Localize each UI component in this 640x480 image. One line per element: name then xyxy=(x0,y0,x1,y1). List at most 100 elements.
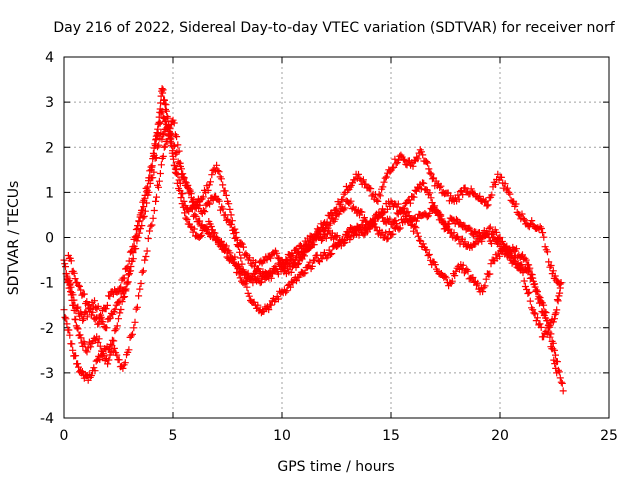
data-marker xyxy=(74,281,82,289)
data-marker xyxy=(545,328,553,336)
data-marker xyxy=(310,241,318,249)
data-marker xyxy=(177,194,185,202)
data-marker xyxy=(414,214,422,222)
data-marker xyxy=(524,290,532,297)
data-marker xyxy=(178,200,186,208)
plot-frame xyxy=(63,56,610,419)
data-marker xyxy=(332,206,339,214)
data-marker xyxy=(211,229,219,237)
data-marker xyxy=(219,181,227,189)
data-marker xyxy=(376,192,384,200)
data-point xyxy=(452,215,460,223)
data-marker xyxy=(210,165,218,173)
data-marker xyxy=(283,287,291,295)
x-axis-label: GPS time / hours xyxy=(277,459,394,475)
data-marker xyxy=(129,330,136,338)
data-point xyxy=(559,387,567,395)
data-marker xyxy=(534,314,541,322)
y-tick-label: 3 xyxy=(45,95,54,111)
data-marker xyxy=(141,207,149,215)
data-marker xyxy=(172,150,180,158)
data-marker xyxy=(506,190,514,198)
data-marker xyxy=(240,243,247,251)
data-marker xyxy=(484,201,492,209)
data-marker xyxy=(558,379,566,387)
data-marker xyxy=(496,252,503,260)
x-tick-label: 25 xyxy=(600,428,618,444)
data-marker xyxy=(426,189,434,197)
data-marker xyxy=(278,262,285,270)
data-marker xyxy=(77,286,85,294)
data-marker xyxy=(413,153,421,161)
data-marker xyxy=(442,274,450,282)
data-marker xyxy=(423,246,431,254)
data-marker xyxy=(501,180,509,188)
data-marker xyxy=(99,318,107,326)
data-marker xyxy=(216,239,224,247)
data-marker xyxy=(306,258,314,266)
data-marker xyxy=(275,255,283,263)
data-marker xyxy=(410,157,418,165)
data-marker xyxy=(161,142,169,150)
data-marker xyxy=(498,173,505,181)
data-marker xyxy=(474,279,482,287)
y-tick-label: 4 xyxy=(45,50,54,66)
data-marker xyxy=(239,267,247,275)
data-marker xyxy=(414,232,422,240)
data-marker xyxy=(131,318,139,326)
data-marker xyxy=(66,280,74,288)
data-marker xyxy=(393,203,401,211)
data-marker xyxy=(127,263,135,270)
data-marker xyxy=(115,298,123,306)
data-marker xyxy=(137,225,144,233)
data-marker xyxy=(191,203,199,211)
data-marker xyxy=(196,232,204,240)
data-marker xyxy=(373,196,381,204)
data-marker xyxy=(67,257,75,265)
data-marker xyxy=(227,220,235,228)
data-point xyxy=(537,225,545,232)
data-marker xyxy=(156,170,164,177)
data-marker xyxy=(553,306,561,314)
data-marker xyxy=(399,155,407,163)
data-marker xyxy=(207,223,215,230)
data-marker xyxy=(127,332,135,340)
data-point xyxy=(173,179,181,187)
data-marker xyxy=(481,198,488,206)
data-marker xyxy=(129,255,137,263)
data-marker xyxy=(162,117,170,125)
data-marker xyxy=(551,360,559,368)
data-marker xyxy=(138,268,146,276)
data-marker xyxy=(73,304,81,312)
data-point xyxy=(106,292,114,300)
data-marker xyxy=(119,293,127,301)
data-marker xyxy=(400,204,408,212)
data-marker xyxy=(360,231,368,239)
data-marker xyxy=(166,131,174,139)
data-marker xyxy=(112,325,120,333)
data-marker xyxy=(531,310,539,318)
data-marker xyxy=(297,254,305,262)
data-marker xyxy=(76,331,84,339)
data-point xyxy=(69,346,77,354)
data-marker xyxy=(91,367,99,375)
data-marker xyxy=(158,135,166,143)
data-point xyxy=(160,143,168,151)
data-marker xyxy=(393,220,401,228)
data-marker xyxy=(155,183,162,191)
y-tick-label: -3 xyxy=(40,366,54,382)
data-marker xyxy=(100,350,107,358)
data-marker xyxy=(126,267,134,275)
y-tick-label: -4 xyxy=(40,411,54,427)
data-marker xyxy=(97,311,105,319)
data-marker xyxy=(426,209,434,217)
data-marker xyxy=(151,154,159,162)
data-marker xyxy=(427,194,435,202)
data-marker xyxy=(519,269,527,277)
data-marker xyxy=(72,316,80,324)
data-marker xyxy=(61,313,69,321)
data-marker xyxy=(237,239,245,247)
data-marker xyxy=(459,191,467,199)
data-marker xyxy=(96,356,104,363)
data-marker xyxy=(295,260,302,268)
